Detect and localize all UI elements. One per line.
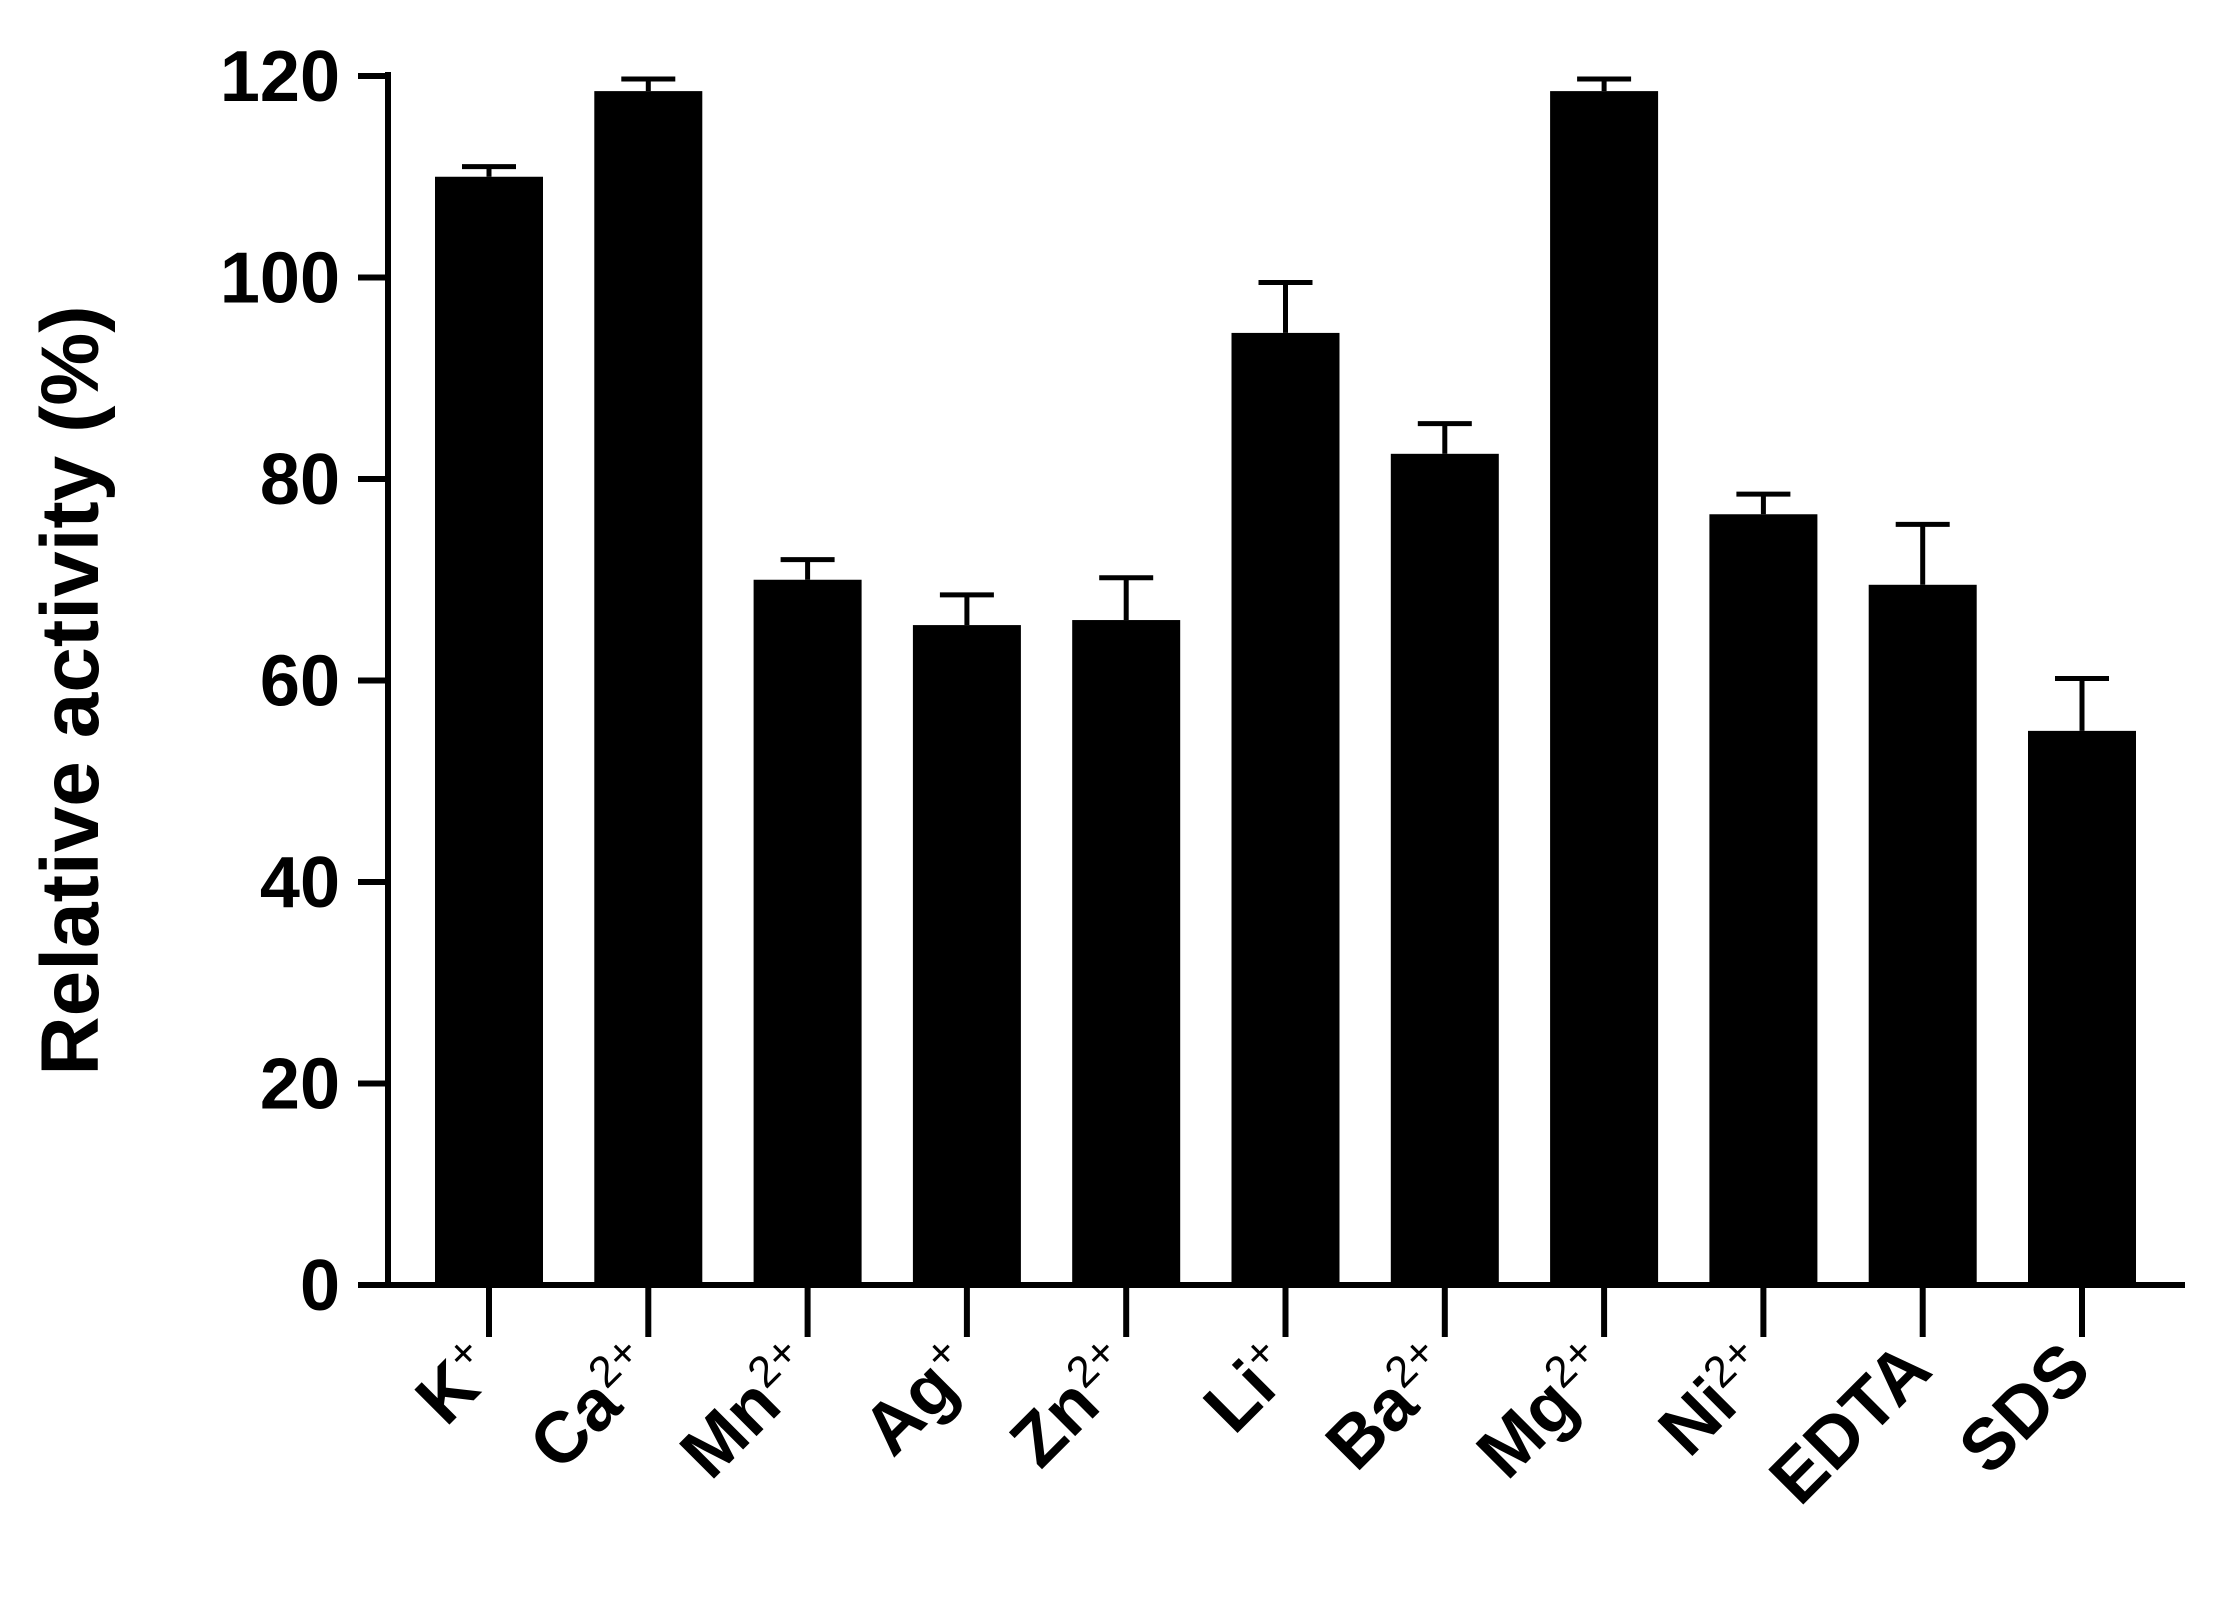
error-bar [621,76,676,92]
bar [1868,584,1977,1285]
x-tick-label: Li+ [1188,1327,1309,1448]
error-bars [462,76,2109,731]
bar [912,625,1021,1285]
bars [435,91,2136,1286]
error-bar [462,164,516,177]
error-bar [939,592,994,626]
bar [435,176,543,1285]
bar [1231,332,1340,1286]
error-bar [1577,76,1632,92]
y-tick-label: 80 [260,440,340,520]
x-tick-label: Zn2+ [995,1327,1150,1482]
x-tick-label-base: SDS [1944,1328,2105,1489]
error-bar [1258,280,1313,333]
bar [1550,91,1659,1285]
y-axis-ticks: 0 20 40 60 80 100 120 [220,37,388,1326]
x-tick-label: SDS [1944,1328,2105,1489]
y-tick-label: 120 [220,37,340,117]
bar [1390,453,1499,1285]
y-tick-label: 0 [300,1246,340,1326]
x-tick-label: Mn2+ [665,1327,831,1493]
x-axis-ticks [486,1285,2085,1337]
bar [1709,514,1818,1285]
error-bar [780,557,835,580]
y-tick-label: 100 [220,239,340,319]
y-axis-title: Relative activity (%) [25,305,116,1075]
x-tick-label: Ca2+ [514,1327,672,1485]
y-axis-title-text: Relative activity (%) [25,305,116,1075]
y-tick-label: 60 [260,642,340,722]
x-tick-label: EDTA [1755,1328,1946,1519]
y-tick-label: 20 [260,1045,340,1125]
error-bar [1099,575,1154,621]
x-tick-label: K+ [400,1327,512,1439]
x-tick-label: Ag+ [847,1327,990,1470]
error-bar [1736,491,1791,515]
bar [594,91,703,1285]
error-bar [1895,521,1950,585]
error-bar [2055,675,2109,731]
bar [753,579,862,1285]
x-tick-label: Ni2+ [1643,1327,1787,1471]
bar [1072,620,1181,1285]
y-tick-label: 40 [260,843,340,923]
x-tick-label: Mg2+ [1461,1327,1627,1493]
x-tick-label-base: EDTA [1755,1328,1946,1519]
error-bar [1417,421,1472,454]
x-tick-label: Ba2+ [1310,1327,1468,1485]
bar [2028,730,2136,1285]
